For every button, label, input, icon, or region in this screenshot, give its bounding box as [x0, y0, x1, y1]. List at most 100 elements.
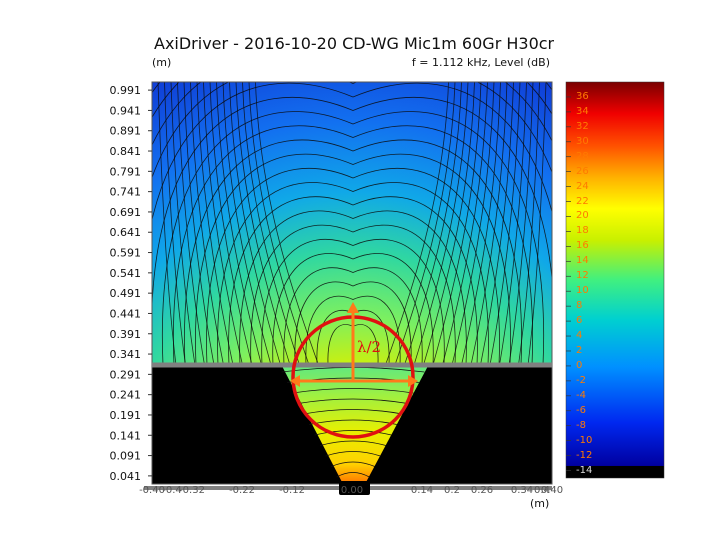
contour-line: [432, 82, 482, 366]
contour-line: [451, 82, 495, 366]
colorbar-tick-label: 26: [576, 165, 589, 177]
contour-line: [305, 295, 401, 366]
contour-line: [394, 82, 456, 366]
x-tick-label: -0.12: [279, 485, 305, 496]
horn-contour-line: [298, 398, 408, 404]
horn-contour-line: [292, 388, 414, 394]
colorbar-tick-label: 14: [576, 255, 589, 267]
y-tick-label: 0.041: [110, 470, 142, 483]
contour-line: [518, 82, 540, 366]
y-tick-label: 0.441: [110, 307, 142, 320]
y-tick-label: 0.291: [110, 368, 142, 381]
colorbar-labels: 36 34 32 30 28 26 24 22 20 18 16 14 12 10 8 6 4 2 0 -2 -4 -6-…: [566, 82, 664, 478]
contour-line: [489, 82, 521, 366]
y-tick-label: 0.841: [110, 145, 142, 158]
x-tick-label: 0.00: [341, 485, 363, 496]
horn-contour-line: [336, 472, 370, 478]
contour-line: [190, 82, 224, 366]
colorbar-tick-label: 32: [576, 120, 589, 132]
y-tick-label: 0.941: [110, 104, 142, 117]
colorbar-tick-label: -2: [576, 374, 586, 386]
contour-line: [242, 82, 300, 366]
colorbar-tick-label: 18: [576, 225, 589, 237]
contour-line: [404, 82, 462, 366]
colorbar-tick-label: 4: [576, 330, 583, 342]
colorbar-tick-label: 16: [576, 240, 589, 252]
contour-line: [248, 82, 310, 366]
colorbar-tick-label: 10: [576, 285, 589, 297]
x-axis-unit: (m): [530, 497, 550, 510]
horn-contour-line: [325, 451, 381, 457]
y-tick-label: 0.991: [110, 84, 142, 97]
contour-line: [203, 82, 243, 366]
colorbar-tick-label: 12: [576, 270, 589, 282]
colorbar-tick-label: 6: [576, 315, 583, 327]
y-tick-label: 0.091: [110, 450, 142, 463]
width-arrow-head-left: [290, 375, 300, 387]
contour-line: [272, 253, 434, 366]
y-tick-label: 0.691: [110, 206, 142, 219]
colorbar-tick-label: -12: [576, 449, 593, 461]
colorbar: [565, 81, 665, 479]
x-tick-label: 0.34: [511, 485, 533, 496]
horn-contour-line: [314, 430, 392, 436]
colorbar-tick-label: 30: [576, 135, 589, 147]
contour-line: [157, 82, 177, 366]
contour-line: [216, 82, 262, 366]
colorbar-tick-label: 2: [576, 344, 583, 356]
y-tick-label: 0.191: [110, 409, 142, 422]
colorbar-tick-label: -4: [576, 389, 586, 401]
x-tick-label: 0.4: [534, 485, 550, 496]
contour-line: [250, 224, 456, 366]
contour-line: [209, 82, 253, 366]
contour-line: [222, 82, 272, 366]
x-tick-label: 0.40: [541, 485, 563, 496]
contour-line: [170, 82, 196, 366]
width-arrow-head-right: [408, 375, 418, 387]
y-axis-ticks: 0.991 0.941 0.891 0.841 0.791 0.741 0.691 0.641…: [110, 84, 152, 483]
horn-waveguide: [282, 366, 428, 484]
contour-line: [228, 196, 478, 366]
contour-line: [470, 82, 508, 366]
y-tick-label: 0.891: [110, 125, 142, 138]
contour-line: [196, 82, 234, 366]
contour-line: [413, 82, 469, 366]
colorbar-tick-label: -6: [576, 404, 586, 416]
colorbar-tick-label: -8: [576, 419, 586, 431]
y-tick-label: 0.591: [110, 247, 142, 260]
colorbar-tick-label: -10: [576, 434, 593, 446]
chart-title: AxiDriver - 2016-10-20 CD-WG Mic1m 60Gr …: [154, 34, 554, 53]
contour-line: [152, 82, 552, 223]
y-tick-label: 0.541: [110, 267, 142, 280]
contour-line: [283, 267, 423, 366]
contour-line: [239, 210, 467, 366]
x-tick-label: -0.4: [162, 485, 182, 496]
contour-line: [184, 139, 522, 366]
contour-line: [161, 111, 545, 366]
y-tick-label: 0.491: [110, 287, 142, 300]
horn-contour-line: [303, 409, 403, 415]
contour-line: [423, 82, 475, 366]
y-tick-label: 0.341: [110, 348, 142, 361]
contour-line: [480, 82, 514, 366]
x-tick-label: -0.40: [139, 485, 165, 496]
contour-line: [499, 82, 527, 366]
colorbar-tick-label: 8: [576, 300, 583, 312]
contour-line: [261, 238, 445, 366]
y-tick-label: 0.241: [110, 389, 142, 402]
colorbar-tick-marks: [566, 96, 571, 471]
y-tick-label: 0.791: [110, 165, 142, 178]
x-tick-label: 0.14: [411, 485, 433, 496]
contour-line: [217, 182, 489, 366]
contour-line: [206, 168, 500, 366]
colorbar-tick-label: 20: [576, 210, 589, 222]
contour-line: [195, 153, 511, 366]
colorbar-tick-label: 34: [576, 105, 589, 117]
contour-line: [442, 82, 488, 366]
x-axis-ticks: 0.400.40.34 0.26 0.2 0.14 0.00 -0.12 -0.22 -0.3…: [139, 485, 563, 496]
y-tick-label: 0.741: [110, 186, 142, 199]
colorbar-tick-label: 28: [576, 150, 589, 162]
x-tick-label: 0.26: [471, 485, 493, 496]
driver-marker: [339, 481, 370, 495]
y-axis-unit: (m): [152, 56, 172, 69]
